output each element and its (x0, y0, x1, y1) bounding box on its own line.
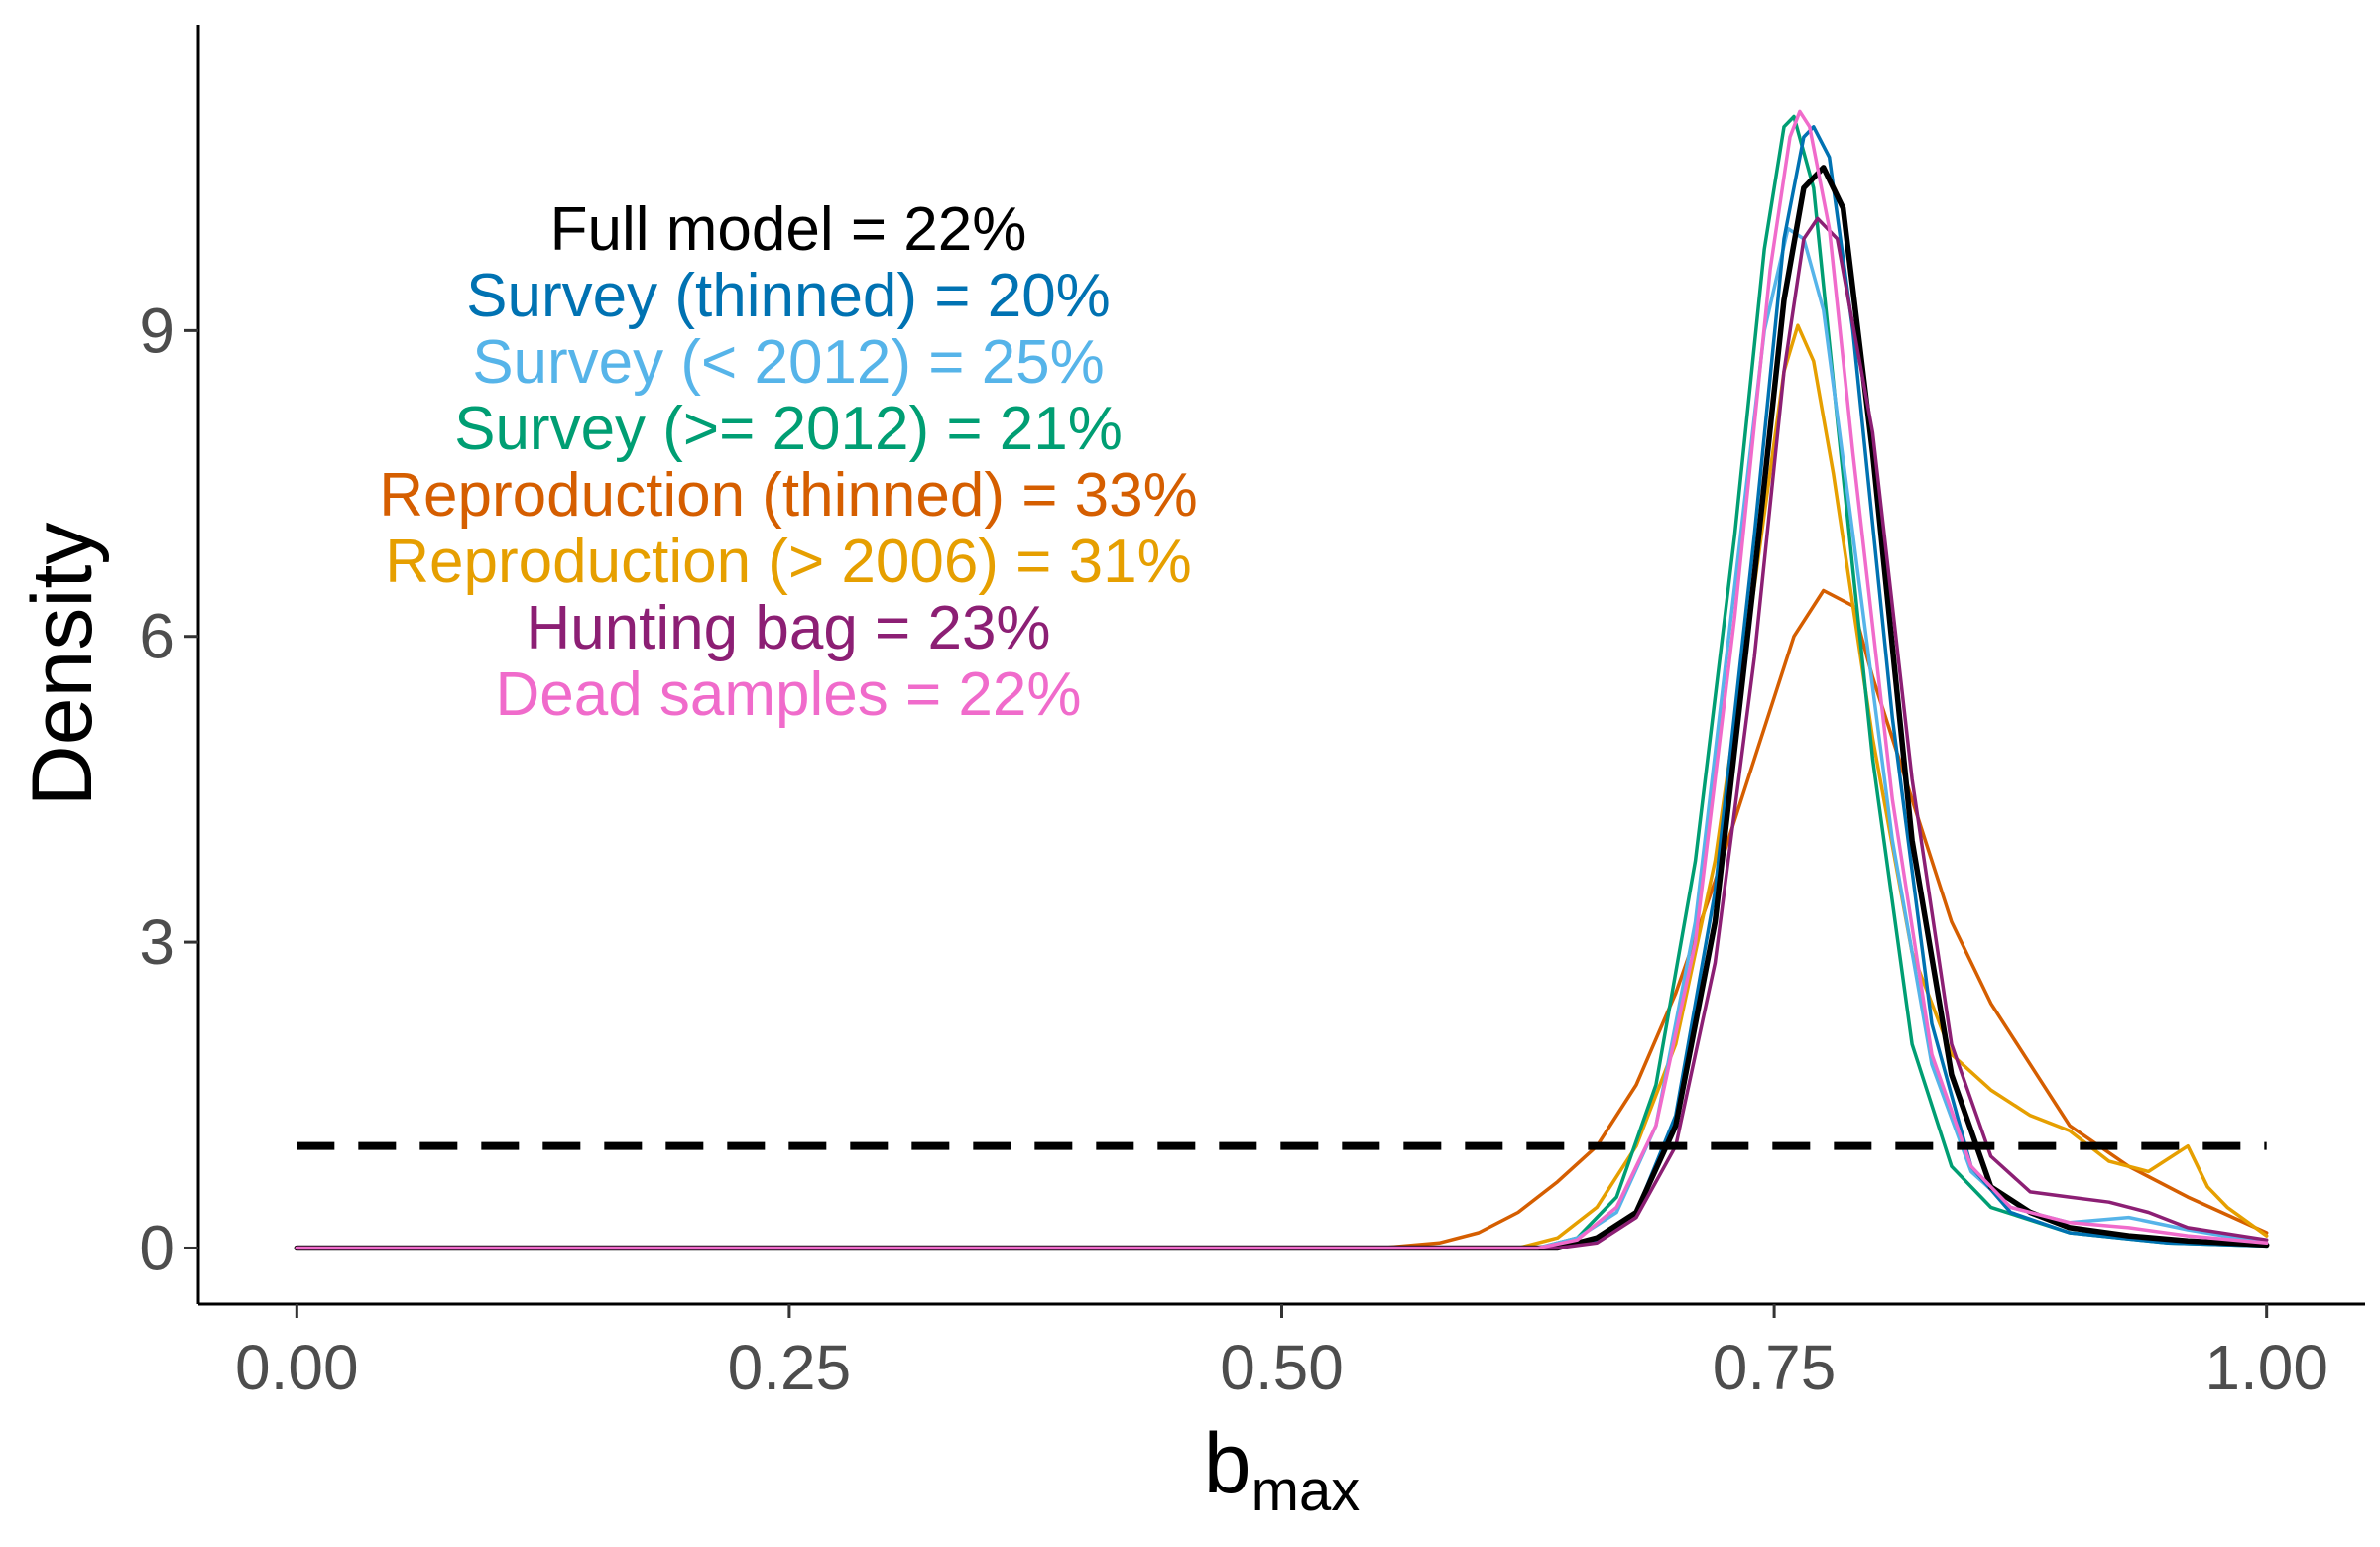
x-tick-label: 0.25 (728, 1332, 852, 1403)
x-tick-label: 0.75 (1713, 1332, 1837, 1403)
annotation-label: Hunting bag = 23% (526, 594, 1050, 662)
density-curve-6 (295, 216, 2269, 1250)
x-axis-ticks: 0.00 0.25 0.50 0.75 1.00 (235, 1304, 2328, 1403)
annotation-label: Survey (< 2012) = 25% (472, 328, 1105, 397)
y-tick-label: 3 (139, 906, 175, 978)
model-annotations: Full model = 22%Survey (thinned) = 20%Su… (379, 195, 1197, 729)
density-curves (294, 109, 2270, 1251)
x-axis-title-subscript: max (1251, 1459, 1361, 1523)
y-tick-label: 6 (139, 601, 175, 672)
y-tick-label: 0 (139, 1212, 175, 1283)
annotation-label: Survey (thinned) = 20% (466, 262, 1111, 330)
annotation-label: Reproduction (thinned) = 33% (379, 461, 1197, 530)
y-axis-ticks: 0 3 6 9 (139, 295, 198, 1283)
annotation-label: Reproduction (> 2006) = 31% (385, 528, 1191, 596)
y-tick-label: 9 (139, 295, 175, 366)
x-tick-label: 1.00 (2204, 1332, 2328, 1403)
x-axis-title: bmax (1204, 1416, 1360, 1523)
x-tick-label: 0.00 (235, 1332, 359, 1403)
density-curve-2 (295, 114, 2269, 1250)
y-axis-title: Density (15, 523, 110, 807)
annotation-label: Full model = 22% (550, 195, 1027, 264)
x-tick-label: 0.50 (1220, 1332, 1344, 1403)
density-curve-0 (295, 588, 2269, 1250)
density-curve-7 (295, 109, 2269, 1250)
annotation-label: Survey (>= 2012) = 21% (454, 395, 1123, 463)
density-curve-5 (294, 165, 2270, 1251)
annotation-label: Dead samples = 22% (495, 660, 1081, 729)
x-axis-title-main: b (1204, 1416, 1251, 1511)
